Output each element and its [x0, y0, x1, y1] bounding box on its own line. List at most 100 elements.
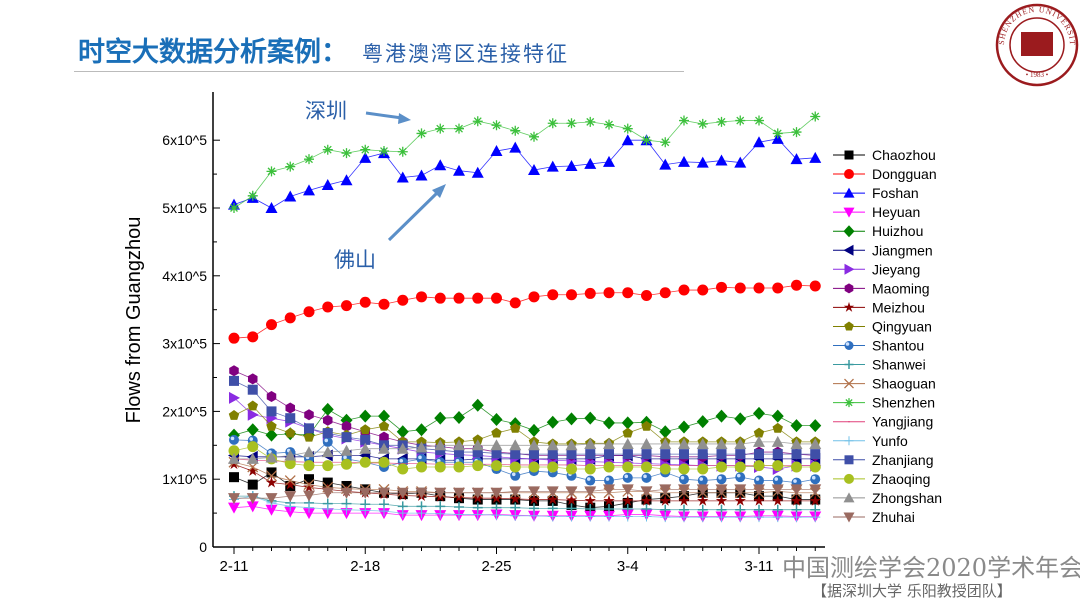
data-point	[604, 119, 614, 130]
data-point	[603, 155, 615, 167]
data-point	[566, 511, 577, 522]
data-point	[284, 312, 296, 324]
data-point	[529, 131, 539, 142]
legend-item: Zhongshan	[833, 490, 942, 506]
data-point	[529, 449, 539, 460]
data-point	[809, 280, 821, 292]
data-point	[547, 449, 558, 460]
data-point	[697, 494, 709, 506]
data-point	[547, 118, 558, 129]
data-point	[843, 187, 855, 198]
data-point	[509, 492, 521, 504]
data-point	[453, 461, 465, 473]
data-point	[754, 449, 764, 460]
data-point	[228, 452, 240, 464]
data-point	[472, 292, 484, 304]
data-point	[844, 455, 854, 465]
data-point	[228, 409, 240, 420]
x-tick-label: 3-4	[617, 558, 639, 575]
data-point	[678, 437, 690, 449]
legend-item: Dongguan	[833, 166, 937, 182]
data-point	[844, 436, 854, 446]
data-point	[491, 120, 502, 131]
data-point	[772, 494, 784, 506]
data-point	[734, 484, 747, 496]
title-bar: 时空大数据分析案例： 粤港澳湾区连接特征	[78, 30, 569, 69]
data-point	[622, 461, 634, 473]
series-line	[233, 458, 816, 467]
data-point	[640, 437, 653, 449]
data-point	[415, 169, 428, 181]
x-tick-label: 2-25	[481, 558, 511, 575]
data-point	[472, 447, 483, 458]
data-point	[472, 460, 484, 472]
data-point	[341, 300, 352, 312]
data-point	[547, 461, 559, 473]
data-point	[735, 512, 746, 523]
series-huizhou	[228, 398, 822, 442]
data-point	[454, 509, 464, 520]
data-point	[490, 439, 503, 451]
series-foshan	[228, 132, 822, 213]
series-shanwei	[229, 491, 821, 515]
watermark-conference: 中国测绘学会2020学术年会	[782, 554, 1080, 582]
legend-label: Zhongshan	[872, 490, 942, 506]
data-point	[696, 156, 709, 168]
data-point-highlight	[605, 477, 610, 481]
data-point	[678, 284, 690, 296]
data-point	[622, 449, 633, 460]
data-point	[509, 141, 522, 153]
data-point	[416, 508, 427, 519]
data-point	[809, 419, 822, 433]
series-yunfo	[229, 491, 821, 523]
data-point	[303, 481, 315, 493]
x-tick-label: 2-11	[220, 558, 249, 575]
data-point	[434, 292, 446, 304]
x-tick-label: 3-11	[745, 558, 774, 575]
data-point	[585, 511, 596, 522]
data-point	[716, 474, 727, 485]
legend-item: Heyuan	[833, 204, 920, 220]
data-point	[379, 506, 389, 517]
data-point	[229, 375, 239, 386]
data-point	[622, 123, 633, 134]
data-point	[434, 411, 447, 425]
data-point	[322, 428, 333, 439]
data-point	[641, 461, 652, 473]
data-point	[247, 373, 258, 385]
data-point	[621, 134, 634, 146]
data-point	[715, 484, 728, 496]
data-point	[697, 284, 709, 296]
data-point	[735, 115, 746, 126]
data-point	[453, 487, 465, 499]
data-point	[454, 447, 464, 458]
data-point	[659, 287, 671, 299]
data-point	[528, 439, 540, 451]
data-point	[284, 478, 296, 490]
data-point	[715, 494, 728, 506]
data-point	[584, 157, 597, 169]
data-point-highlight	[643, 474, 647, 479]
data-point	[509, 439, 522, 451]
data-point	[359, 442, 372, 454]
data-point	[716, 449, 727, 460]
data-point	[641, 420, 652, 431]
data-point	[397, 294, 409, 306]
data-point	[659, 425, 672, 439]
data-point	[604, 511, 614, 522]
data-point	[844, 398, 854, 408]
data-point	[621, 416, 634, 430]
data-point	[396, 487, 409, 499]
data-point	[229, 365, 239, 377]
data-point	[844, 263, 855, 275]
data-point	[622, 494, 634, 506]
legend-item: Chaozhou	[833, 147, 936, 163]
data-point	[491, 448, 502, 459]
data-point	[585, 116, 596, 127]
data-point	[246, 452, 259, 464]
data-point	[416, 291, 427, 303]
data-point	[734, 461, 746, 473]
data-point	[753, 406, 765, 420]
data-point	[791, 279, 802, 291]
data-point	[659, 484, 672, 496]
